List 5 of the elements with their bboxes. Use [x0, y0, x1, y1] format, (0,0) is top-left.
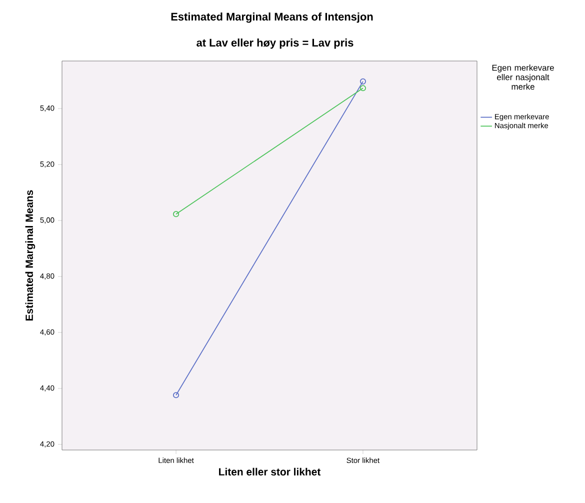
legend-title: Egen merkevare eller nasjonalt merke — [492, 64, 554, 90]
y-axis-title: Estimated Marginal Means — [25, 190, 36, 320]
x-axis-title: Liten eller stor likhet — [219, 468, 321, 476]
chart-title: Estimated Marginal Means of Intensjon — [171, 12, 373, 23]
chart-subtitle: at Lav eller høy pris = Lav pris — [196, 38, 354, 49]
